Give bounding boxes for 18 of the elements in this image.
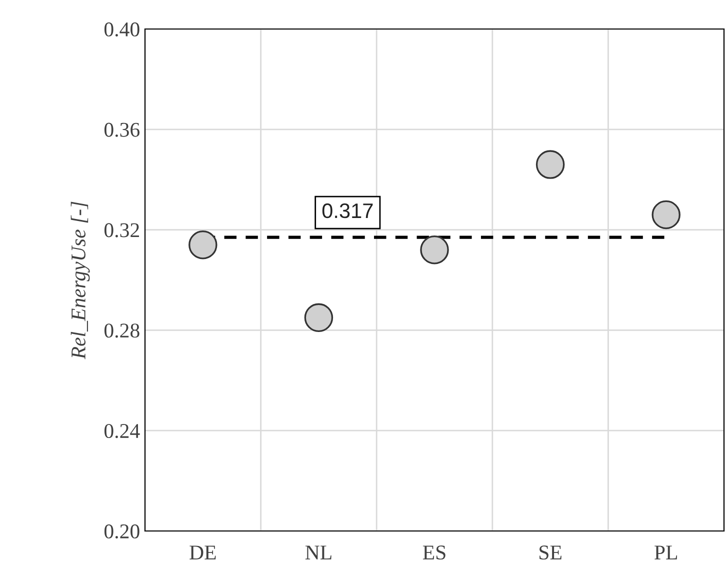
y-tick-label: 0.36 bbox=[104, 122, 140, 137]
y-axis-title: Rel_EnergyUse [-] bbox=[70, 202, 90, 360]
point bbox=[188, 230, 218, 260]
x-tick-label: SE bbox=[540, 546, 562, 560]
point bbox=[652, 200, 680, 230]
point bbox=[420, 236, 449, 264]
y-tick-label: 0.40 bbox=[104, 22, 140, 37]
x-tick-label: DE bbox=[190, 546, 216, 560]
y-tick-label: 0.32 bbox=[104, 223, 139, 238]
x-tick-label: ES bbox=[422, 546, 446, 560]
y-tick-label: 0.20 bbox=[104, 524, 140, 539]
x-tick-label: NL bbox=[305, 546, 332, 560]
ref-line-label: 0.317 bbox=[322, 203, 373, 218]
point bbox=[536, 150, 565, 179]
y-tick-label: 0.24 bbox=[104, 424, 140, 438]
y-tick-label: 0.28 bbox=[104, 324, 140, 338]
x-tick-label: PL bbox=[654, 546, 678, 560]
point bbox=[304, 303, 334, 332]
